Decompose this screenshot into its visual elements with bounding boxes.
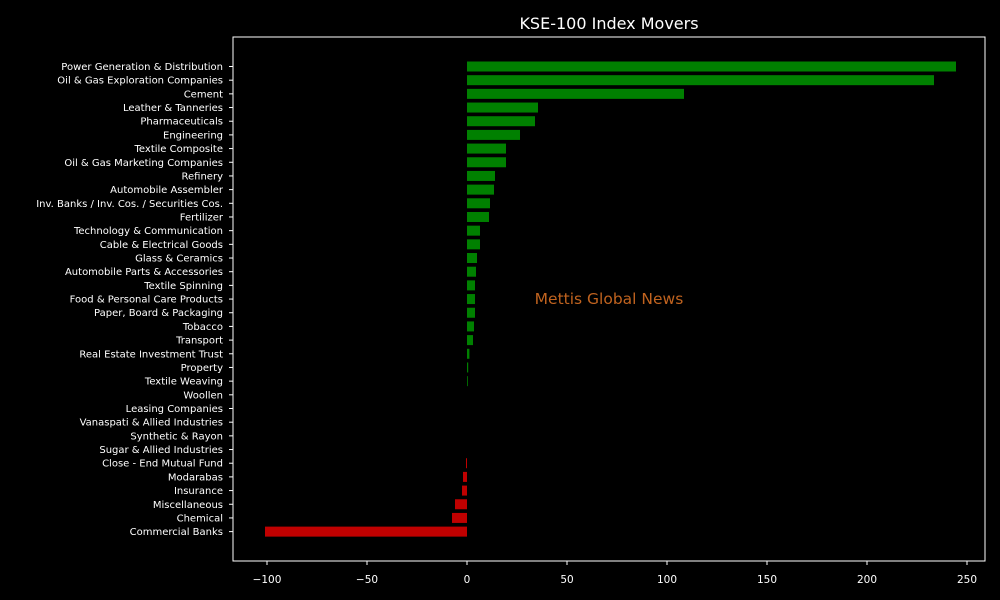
bar [467,75,934,86]
bar [452,512,467,523]
bar [467,211,489,222]
x-tick-label: 250 [957,574,977,586]
category-label: Cable & Electrical Goods [100,240,223,251]
category-label: Leasing Companies [126,404,223,415]
bar [467,225,480,236]
bar [467,321,474,332]
category-label: Engineering [163,130,223,141]
bar [466,458,467,469]
bars-group [265,61,956,537]
category-label: Automobile Assembler [110,185,224,196]
category-label: Textile Weaving [144,377,223,388]
category-label: Property [181,363,223,374]
category-label: Woollen [183,390,223,401]
chart-title: KSE-100 Index Movers [519,14,698,33]
category-label: Vanaspati & Allied Industries [80,418,223,429]
category-label: Textile Composite [134,144,223,155]
x-tick-label: 200 [857,574,877,586]
category-label: Technology & Communication [73,226,223,237]
bar [467,143,506,154]
bar [467,266,476,277]
category-label: Leather & Tanneries [123,103,223,114]
bar [467,198,490,209]
category-label: Cement [184,89,223,100]
bar [265,526,467,537]
bar [467,376,468,387]
bar [467,307,475,318]
category-label: Commercial Banks [130,527,223,538]
category-label: Oil & Gas Marketing Companies [64,158,223,169]
x-tick-label: 0 [464,574,471,586]
bar [463,471,467,482]
category-label: Insurance [174,486,223,497]
x-tick-label: 50 [560,574,573,586]
bar [467,362,469,373]
category-label: Automobile Parts & Accessories [65,267,223,278]
bar [462,485,467,496]
bar [467,239,480,250]
x-axis: −100 −50 0 50 100 150 200 250 [253,561,977,586]
category-label: Modarabas [168,472,223,483]
category-label: Power Generation & Distribution [61,62,223,73]
category-label: Paper, Board & Packaging [94,308,223,319]
x-tick-label: 150 [757,574,777,586]
x-tick-label: −50 [356,574,378,586]
category-labels-group: Power Generation & Distribution Oil & Gas… [36,62,233,538]
x-tick-label: 100 [657,574,677,586]
category-label: Inv. Banks / Inv. Cos. / Securities Cos. [36,199,223,210]
category-label: Textile Spinning [143,281,223,292]
bar [467,348,470,359]
bar [467,184,494,195]
category-label: Food & Personal Care Products [70,295,223,306]
bar [467,102,538,113]
bar [467,294,475,305]
category-label: Fertilizer [180,212,224,223]
category-label: Glass & Ceramics [135,254,223,265]
bar [467,116,535,127]
category-label: Sugar & Allied Industries [99,445,223,456]
watermark: Mettis Global News [535,290,684,308]
category-label: Real Estate Investment Trust [79,349,223,360]
category-label: Pharmaceuticals [140,117,223,128]
bar [467,335,473,346]
category-label: Close - End Mutual Fund [102,459,223,470]
category-label: Transport [175,336,223,347]
category-label: Synthetic & Rayon [130,431,223,442]
category-label: Oil & Gas Exploration Companies [57,76,223,87]
bar [467,170,495,181]
category-label: Miscellaneous [153,500,223,511]
category-label: Tobacco [182,322,223,333]
bar [467,253,477,264]
x-tick-label: −100 [253,574,282,586]
category-label: Refinery [182,171,224,182]
bar [467,129,520,140]
bar [467,61,956,72]
category-label: Chemical [177,513,223,524]
bar [467,280,475,291]
bar [467,157,506,168]
bar [455,499,467,510]
bar [467,88,684,99]
